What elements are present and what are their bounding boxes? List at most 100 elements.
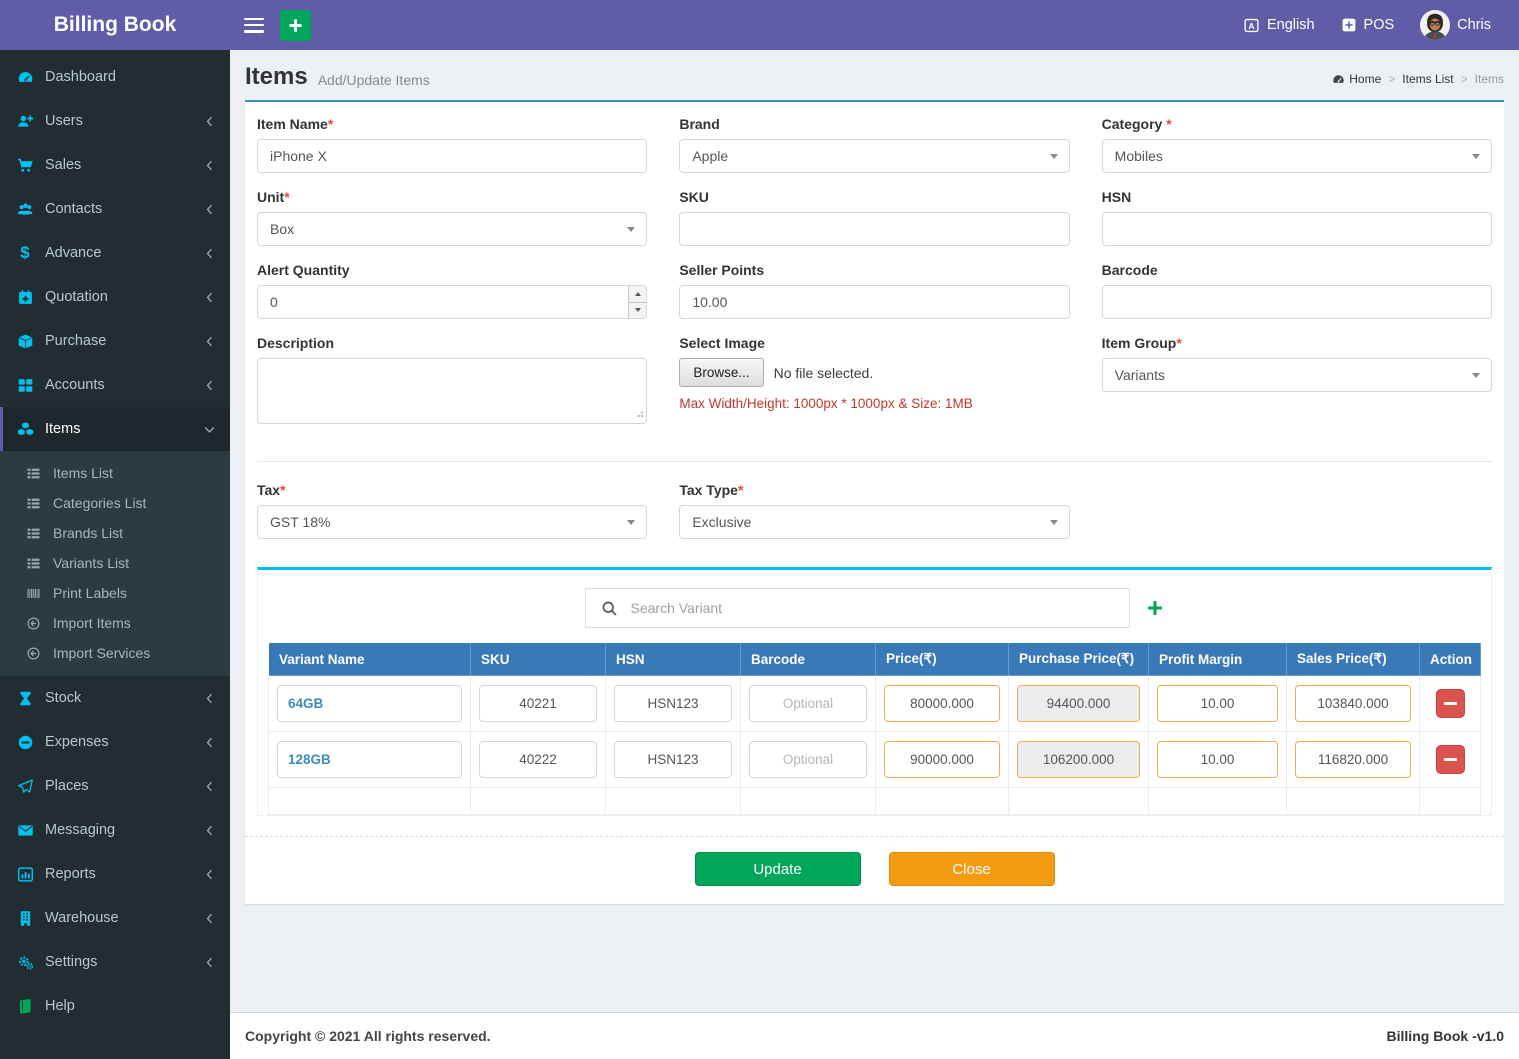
cubes-icon (15, 419, 35, 439)
barcode-input[interactable] (1101, 285, 1492, 319)
shopping-cart-icon (15, 155, 35, 175)
seller-points-input[interactable] (679, 285, 1070, 319)
variant-profit-margin-input[interactable] (1157, 685, 1278, 722)
submenu-item-import-services[interactable]: Import Services (0, 638, 230, 668)
variant-sku-input[interactable] (479, 741, 597, 778)
import-arrow-icon (23, 613, 43, 633)
category-label: Category * (1101, 116, 1172, 132)
submenu-item-categories-list[interactable]: Categories List (0, 488, 230, 518)
alert-quantity-input[interactable] (257, 285, 648, 319)
sidebar-item-expenses[interactable]: Expenses (0, 720, 230, 764)
language-menu[interactable]: A English (1230, 0, 1328, 50)
quick-add-button[interactable] (280, 9, 311, 41)
sku-input[interactable] (679, 212, 1070, 246)
user-menu[interactable]: Chris (1407, 0, 1504, 50)
sidebar-item-purchase[interactable]: Purchase (0, 319, 230, 363)
submenu-item-items-list[interactable]: Items List (0, 458, 230, 488)
remove-variant-button[interactable] (1435, 745, 1465, 774)
submenu-item-variants-list[interactable]: Variants List (0, 548, 230, 578)
brand-select[interactable]: Apple (679, 139, 1070, 173)
sidebar-item-contacts[interactable]: Contacts (0, 187, 230, 231)
page-footer: Copyright © 2021 All rights reserved. Bi… (230, 1012, 1519, 1059)
variant-search-input[interactable] (628, 599, 1129, 617)
add-variant-button[interactable] (1145, 598, 1165, 618)
chevron-left-icon (204, 292, 215, 303)
unit-field: Unit* Box (257, 189, 648, 246)
variant-name-input[interactable] (277, 685, 462, 722)
dashboard-icon (1332, 73, 1345, 86)
envelope-icon (15, 820, 35, 840)
hsn-input[interactable] (1101, 212, 1492, 246)
submenu-label: Import Items (53, 615, 131, 631)
submenu-item-import-items[interactable]: Import Items (0, 608, 230, 638)
sidebar-label: Stock (45, 690, 82, 706)
breadcrumb-home[interactable]: Home (1332, 72, 1381, 86)
tax-label: Tax* (257, 482, 286, 498)
browse-button[interactable]: Browse... (679, 358, 764, 387)
pos-menu[interactable]: POS (1328, 0, 1408, 50)
items-submenu: Items List Categories List Brands List V… (0, 451, 230, 676)
sidebar-item-accounts[interactable]: Accounts (0, 363, 230, 407)
item-group-select[interactable]: Variants (1101, 358, 1492, 392)
close-button[interactable]: Close (888, 852, 1055, 886)
caret-down-icon (1049, 154, 1058, 159)
app-logo[interactable]: Billing Book (53, 13, 177, 36)
caret-down-icon (1472, 154, 1480, 159)
sidebar-item-users[interactable]: Users (0, 99, 230, 143)
variant-sales-price-input[interactable] (1295, 741, 1411, 778)
breadcrumb-items-list[interactable]: Items List (1402, 72, 1454, 86)
tax-select[interactable]: GST 18% (257, 505, 648, 539)
cube-icon (15, 331, 35, 351)
variant-hsn-input[interactable] (614, 741, 732, 778)
variant-price-input[interactable] (884, 741, 1000, 778)
sidebar-item-sales[interactable]: Sales (0, 143, 230, 187)
variant-barcode-input[interactable] (749, 741, 867, 778)
description-textarea[interactable] (257, 358, 648, 424)
chevron-left-icon (204, 380, 215, 391)
book-icon (15, 996, 35, 1016)
resize-grip-icon[interactable] (634, 405, 644, 421)
sidebar-item-help[interactable]: Help (0, 984, 230, 1028)
variant-price-input[interactable] (884, 685, 1000, 722)
item-name-input[interactable] (257, 139, 648, 173)
sidebar-item-settings[interactable]: Settings (0, 940, 230, 984)
variant-name-input[interactable] (277, 741, 462, 778)
number-spinner[interactable] (628, 286, 647, 319)
chevron-left-icon (204, 957, 215, 968)
sidebar: Dashboard Users Sales Contacts $ Adv (0, 50, 230, 1059)
sidebar-item-places[interactable]: Places (0, 764, 230, 808)
variant-profit-margin-input[interactable] (1157, 741, 1278, 778)
col-sku: SKU (470, 643, 606, 676)
variant-row (268, 675, 1481, 732)
chevron-left-icon (204, 737, 215, 748)
sidebar-item-advance[interactable]: $ Advance (0, 231, 230, 275)
paper-plane-icon (15, 776, 35, 796)
variant-row (268, 731, 1481, 788)
variant-search-box (584, 588, 1130, 628)
variant-sales-price-input[interactable] (1295, 685, 1411, 722)
sidebar-item-reports[interactable]: Reports (0, 852, 230, 896)
submenu-item-print-labels[interactable]: Print Labels (0, 578, 230, 608)
sidebar-item-stock[interactable]: Stock (0, 676, 230, 720)
remove-variant-button[interactable] (1435, 689, 1465, 718)
barcode-icon (23, 583, 43, 603)
update-button[interactable]: Update (694, 852, 861, 886)
submenu-item-brands-list[interactable]: Brands List (0, 518, 230, 548)
sidebar-item-warehouse[interactable]: Warehouse (0, 896, 230, 940)
sidebar-toggle-button[interactable] (244, 17, 264, 33)
tax-type-select[interactable]: Exclusive (679, 505, 1070, 539)
sidebar-item-quotation[interactable]: Quotation (0, 275, 230, 319)
submenu-label: Brands List (53, 525, 124, 541)
variant-hsn-input[interactable] (614, 685, 732, 722)
item-name-field: Item Name* (257, 116, 648, 173)
variant-barcode-input[interactable] (749, 685, 867, 722)
sidebar-item-dashboard[interactable]: Dashboard (0, 55, 230, 99)
variant-search-row (268, 580, 1481, 643)
spinner-down-icon (629, 301, 647, 319)
sidebar-item-messaging[interactable]: Messaging (0, 808, 230, 852)
submenu-label: Import Services (53, 645, 151, 661)
unit-select[interactable]: Box (257, 212, 648, 246)
variant-sku-input[interactable] (479, 685, 597, 722)
sidebar-item-items[interactable]: Items (0, 407, 230, 451)
category-select[interactable]: Mobiles (1101, 139, 1492, 173)
